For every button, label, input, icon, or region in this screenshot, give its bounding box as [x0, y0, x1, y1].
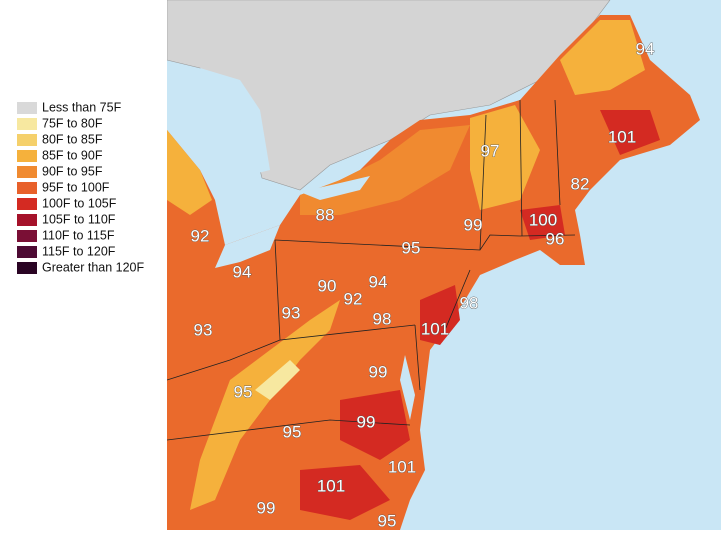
temperature-label: 95 — [402, 238, 421, 257]
legend-swatch — [17, 150, 37, 162]
lake-huron — [200, 68, 270, 175]
legend-swatch — [17, 262, 37, 274]
legend-swatch — [17, 198, 37, 210]
border — [166, 339, 411, 441]
temperature-label: 92 — [191, 226, 210, 245]
border — [414, 269, 471, 391]
legend-label: 90F to 95F — [42, 164, 103, 178]
temperature-label: 94 — [369, 272, 388, 291]
temperature-label: 101 — [388, 457, 416, 476]
legend-swatch — [17, 214, 37, 226]
legend-label: 85F to 90F — [42, 148, 103, 162]
temperature-label: 101 — [317, 476, 345, 495]
zone — [560, 20, 645, 95]
temperature-label: 95 — [234, 382, 253, 401]
legend-label: 75F to 80F — [42, 116, 103, 130]
temperature-label: 101 — [608, 127, 636, 146]
temperature-label: 99 — [369, 362, 388, 381]
legend-label: 100F to 105F — [42, 196, 117, 210]
temperature-label: 90 — [318, 276, 337, 295]
temperature-label: 96 — [546, 229, 565, 248]
lake-ontario — [300, 176, 370, 200]
legend-label: 115F to 120F — [42, 244, 116, 258]
legend: Less than 75F 75F to 80F 80F to 85F 85F to … — [17, 100, 145, 274]
temperature-label: 99 — [357, 412, 376, 431]
legend-label: Less than 75F — [42, 100, 122, 114]
border — [479, 99, 561, 251]
temperature-label: 93 — [194, 320, 213, 339]
state-borders — [166, 99, 576, 441]
zone — [340, 390, 410, 460]
temperature-label: 82 — [571, 174, 590, 193]
zone — [520, 205, 565, 240]
lake-erie — [215, 225, 280, 268]
temperature-label: 94 — [636, 39, 655, 58]
temperature-label: 95 — [378, 511, 397, 530]
zone — [167, 130, 212, 215]
border — [274, 234, 576, 251]
legend-swatch — [17, 134, 37, 146]
zone — [255, 360, 300, 400]
zone — [300, 465, 390, 520]
chesapeake-bay — [400, 355, 415, 420]
temperature-label: 97 — [481, 141, 500, 160]
temperature-label: 94 — [233, 262, 252, 281]
legend-label: 110F to 115F — [42, 228, 115, 242]
temperature-label: 95 — [283, 422, 302, 441]
temperature-label: 93 — [282, 303, 301, 322]
legend-label: 80F to 85F — [42, 132, 103, 146]
zone — [470, 105, 540, 210]
temperature-label: 88 — [316, 205, 335, 224]
legend-swatch — [17, 166, 37, 178]
temperature-label: 99 — [464, 215, 483, 234]
legend-swatch — [17, 230, 37, 242]
zone — [420, 285, 460, 345]
temperature-label: 92 — [344, 289, 363, 308]
land — [167, 15, 700, 530]
temperature-label: 100 — [529, 210, 557, 229]
temperature-label: 99 — [257, 498, 276, 517]
zone — [600, 110, 660, 155]
legend-label: 95F to 100F — [42, 180, 110, 194]
legend-label: 105F to 110F — [42, 212, 116, 226]
legend-swatch — [17, 102, 37, 114]
legend-label: Greater than 120F — [42, 260, 145, 274]
zone — [190, 300, 340, 510]
legend-swatch — [17, 182, 37, 194]
legend-swatch — [17, 118, 37, 130]
temperature-label: 98 — [373, 309, 392, 328]
legend-swatch — [17, 246, 37, 258]
temperature-label: 98 — [460, 293, 479, 312]
temperature-label: 101 — [421, 319, 449, 338]
